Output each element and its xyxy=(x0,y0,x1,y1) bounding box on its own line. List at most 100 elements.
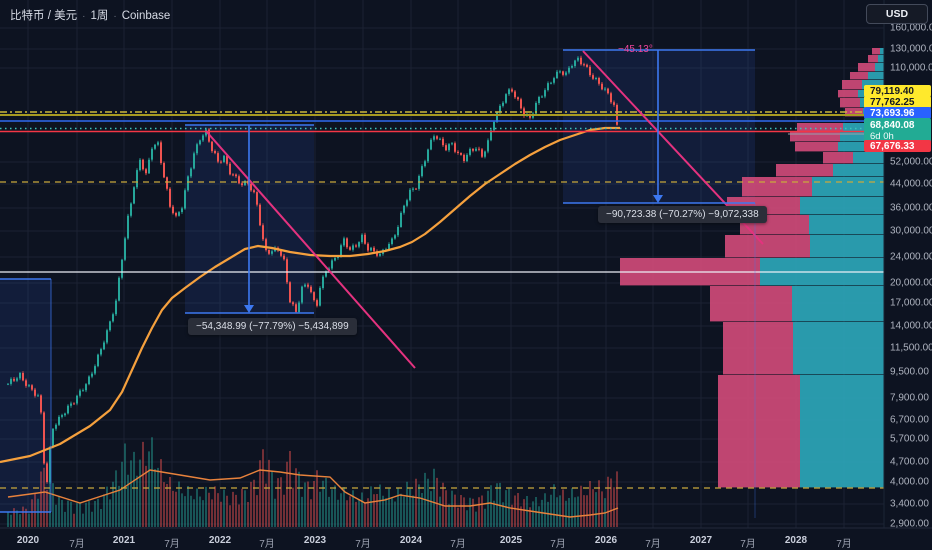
legend-separator: · xyxy=(113,11,117,22)
volume-ma-line xyxy=(7,469,619,518)
time-axis-label-2023: 2023 xyxy=(303,535,327,546)
price-axis-label: 36,000.00 xyxy=(890,202,932,214)
time-axis-label-7月: 7月 xyxy=(164,539,180,550)
profile-row-up xyxy=(812,177,884,197)
price-axis-label: 24,000.00 xyxy=(890,251,932,263)
time-axis-label-2026: 2026 xyxy=(594,535,618,546)
profile-row-up xyxy=(810,235,884,258)
badge-price-text: 68,840.08 xyxy=(870,119,915,131)
measure-label-2025-2026[interactable]: −90,723.38 (−70.27%) −9,072,338 xyxy=(598,206,767,223)
legend-separator: · xyxy=(82,11,86,22)
price-axis-label: 20,000.00 xyxy=(890,277,932,289)
badge-countdown-text: 6d 0h xyxy=(870,130,894,142)
price-axis-label: 160,000.00 xyxy=(890,22,932,34)
interval-label[interactable]: 1周 xyxy=(90,10,109,22)
time-axis-label-7月: 7月 xyxy=(836,539,852,550)
price-axis-label: 7,900.00 xyxy=(890,392,929,404)
time-axis-label-2028: 2028 xyxy=(784,535,808,546)
price-ma-line xyxy=(0,126,620,464)
line-badge-67676: 67,676.33 xyxy=(864,140,931,152)
profile-row-down xyxy=(823,152,853,164)
time-axis-label-2022: 2022 xyxy=(208,535,232,546)
profile-row-down xyxy=(845,108,863,117)
profile-row-up xyxy=(853,152,884,164)
time-axis-label-7月: 7月 xyxy=(645,539,661,550)
alert-badge-79119: 79,119.40 xyxy=(864,85,931,97)
price-axis-label: 17,000.00 xyxy=(890,297,932,309)
profile-row-down xyxy=(842,80,862,90)
price-axis-label: 4,700.00 xyxy=(890,456,929,468)
price-axis-label: 9,500.00 xyxy=(890,366,929,378)
profile-row-down xyxy=(840,98,860,108)
current-price-badge: 68,840.08 6d 0h xyxy=(864,118,931,143)
price-axis-label: 130,000.00 xyxy=(890,43,932,55)
time-axis-label-2025: 2025 xyxy=(499,535,523,546)
profile-row-up xyxy=(800,375,884,488)
time-axis-label-7月: 7月 xyxy=(450,539,466,550)
price-axis-label: 110,000.00 xyxy=(890,62,932,74)
profile-row-down xyxy=(710,286,792,322)
profile-row-up xyxy=(868,72,884,80)
profile-row-up xyxy=(878,55,884,63)
badge-price-text: 67,676.33 xyxy=(870,140,915,152)
profile-row-up xyxy=(862,80,884,90)
profile-row-down xyxy=(725,235,810,258)
volume-bars xyxy=(7,437,618,527)
time-axis-label-2021: 2021 xyxy=(112,535,136,546)
badge-price-text: 73,693.96 xyxy=(870,107,915,119)
profile-row-down xyxy=(776,164,833,177)
price-axis-label: 14,000.00 xyxy=(890,320,932,332)
price-axis-label: 5,700.00 xyxy=(890,433,929,445)
price-axis-label: 30,000.00 xyxy=(890,225,932,237)
profile-row-up xyxy=(809,215,884,235)
profile-row-up xyxy=(843,123,884,132)
price-axis-label: 44,000.00 xyxy=(890,178,932,190)
profile-row-up xyxy=(838,142,884,152)
measure-boxes[interactable] xyxy=(0,49,756,518)
badge-price-text: 77,762.25 xyxy=(870,96,915,108)
price-axis-label: 2,900.00 xyxy=(890,518,929,530)
profile-row-down xyxy=(838,90,858,98)
time-axis-label-2027: 2027 xyxy=(689,535,713,546)
profile-row-down xyxy=(872,48,880,55)
profile-row-up xyxy=(875,63,884,72)
alert-badge-77762: 77,762.25 xyxy=(864,96,931,108)
badge-price-text: 79,119.40 xyxy=(870,85,914,97)
profile-row-down xyxy=(723,322,793,375)
profile-row-up xyxy=(800,197,884,215)
profile-row-down xyxy=(868,55,878,63)
time-axis-label-7月: 7月 xyxy=(550,539,566,550)
exchange-label[interactable]: Coinbase xyxy=(121,10,171,22)
profile-row-down xyxy=(850,72,868,80)
time-axis-label-7月: 7月 xyxy=(355,539,371,550)
profile-row-up xyxy=(840,132,884,142)
profile-row-down xyxy=(718,375,800,488)
trendline-2021-2022[interactable] xyxy=(205,130,416,369)
line-badge-73693: 73,693.96 xyxy=(864,107,931,119)
profile-row-up xyxy=(880,48,884,55)
time-axis-label-2020: 2020 xyxy=(16,535,40,546)
price-axis-label: 4,000.00 xyxy=(890,476,929,488)
profile-row-down xyxy=(797,123,843,132)
profile-row-down xyxy=(795,142,838,152)
price-axis-label: 3,400.00 xyxy=(890,498,929,510)
measure-label-2021-2022[interactable]: −54,348.99 (−77.79%) −5,434,899 xyxy=(188,318,357,335)
volume-profile xyxy=(620,48,884,488)
profile-row-up xyxy=(793,322,884,375)
profile-row-up xyxy=(792,286,884,322)
time-axis-label-7月: 7月 xyxy=(259,539,275,550)
profile-row-down xyxy=(790,132,840,142)
profile-row-up xyxy=(833,164,884,177)
currency-toggle-button[interactable]: USD xyxy=(866,4,928,24)
time-axis-label-2024: 2024 xyxy=(399,535,423,546)
time-axis-label-7月: 7月 xyxy=(740,539,756,550)
profile-row-down xyxy=(742,177,812,197)
price-axis-label: 6,700.00 xyxy=(890,414,929,426)
price-axis-label: 11,500.00 xyxy=(890,342,932,354)
profile-row-down xyxy=(858,63,875,72)
symbol-name[interactable]: 比特币 / 美元 xyxy=(10,10,78,22)
symbol-legend: 比特币 / 美元 · 1周 · Coinbase xyxy=(10,7,170,23)
price-axis-label: 52,000.00 xyxy=(890,156,932,168)
